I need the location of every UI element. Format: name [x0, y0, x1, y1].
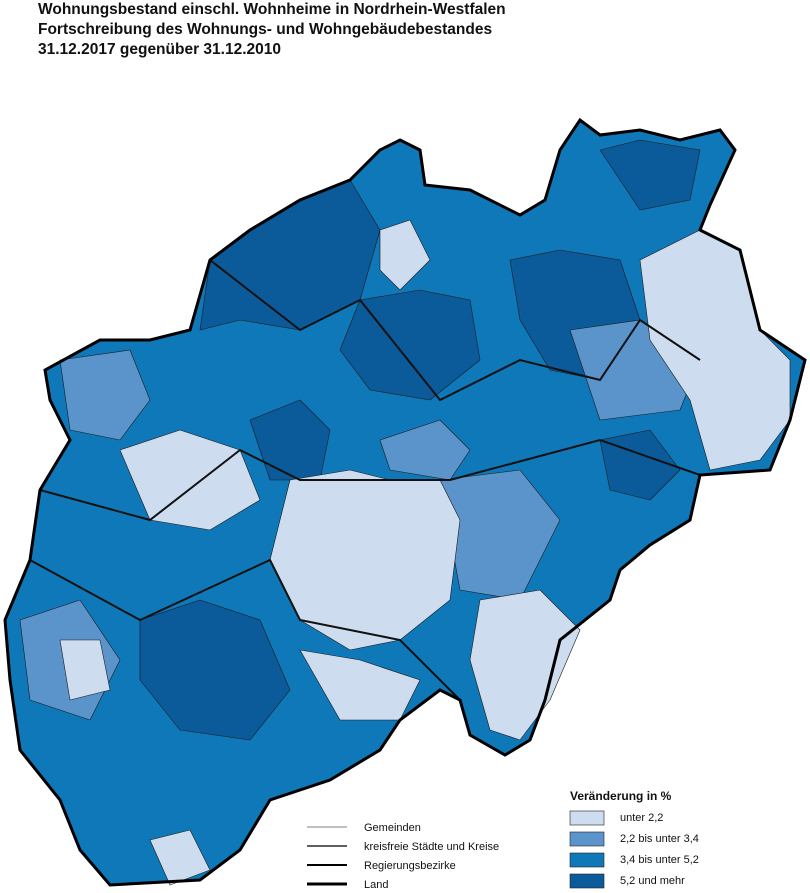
title-line: 31.12.2017 gegenüber 31.12.2010 [38, 41, 281, 58]
legend-label: 3,4 bis unter 5,2 [620, 854, 699, 866]
title-line: Fortschreibung des Wohnungs- und Wohngeb… [38, 21, 493, 38]
title: Wohnungsbestand einschl. Wohnheime in No… [38, 0, 506, 60]
legend-swatch [569, 831, 605, 847]
legend-title: Veränderung in % [570, 789, 672, 803]
region [379, 419, 471, 481]
legend-swatch [569, 873, 605, 889]
legend-swatch [569, 852, 605, 868]
district-border [209, 259, 701, 402]
legend-label: Gemeinden [364, 822, 421, 834]
land-border [3, 117, 807, 887]
legend-label: 2,2 bis unter 3,4 [620, 833, 699, 845]
title-line: Wohnungsbestand einschl. Wohnheime in No… [38, 1, 506, 18]
region [59, 349, 151, 441]
region [139, 599, 291, 741]
region [599, 139, 701, 211]
legend-swatch [569, 810, 605, 826]
region [249, 399, 331, 481]
district-border [39, 438, 701, 522]
region [299, 649, 421, 721]
legend-label: unter 2,2 [620, 812, 663, 824]
legend-label: Land [364, 879, 388, 891]
region [469, 589, 581, 741]
boundary-legend: Gemeinden kreisfreie Städte und Kreise Reg… [307, 822, 499, 891]
color-legend: Veränderung in % unter 2,2 2,2 bis unter … [569, 789, 699, 889]
region [439, 469, 561, 601]
legend-label: Regierungsbezirke [364, 860, 456, 872]
map-regions [3, 117, 807, 887]
district-border [29, 558, 461, 701]
region [379, 219, 431, 291]
region [149, 829, 211, 886]
region [59, 639, 111, 701]
legend-label: 5,2 und mehr [620, 875, 685, 887]
legend-label: kreisfreie Städte und Kreise [364, 841, 499, 853]
